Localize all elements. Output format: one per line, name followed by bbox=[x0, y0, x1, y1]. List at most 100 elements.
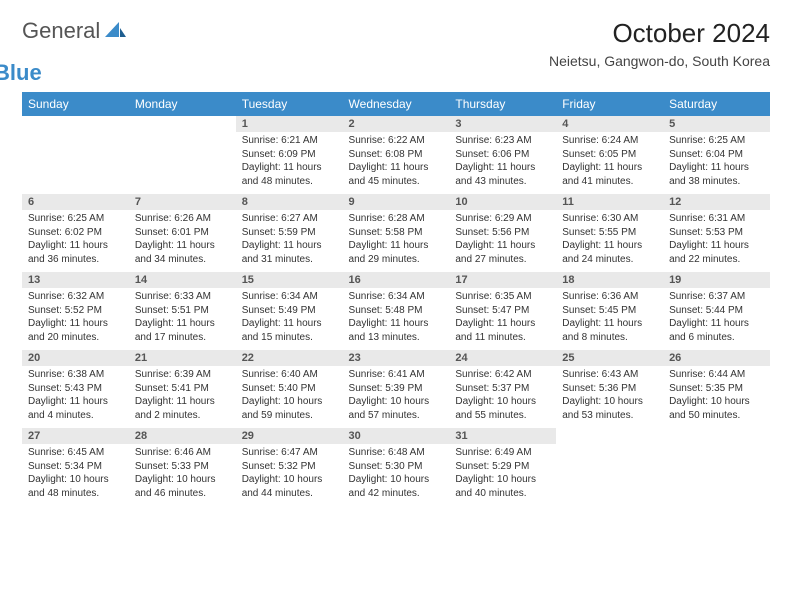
day-body-cell: Sunrise: 6:27 AMSunset: 5:59 PMDaylight:… bbox=[236, 210, 343, 272]
location-text: Neietsu, Gangwon-do, South Korea bbox=[549, 53, 770, 69]
day-sr: Sunrise: 6:27 AM bbox=[242, 212, 337, 226]
day-sr: Sunrise: 6:24 AM bbox=[562, 134, 657, 148]
day-d2: and 36 minutes. bbox=[28, 253, 123, 267]
day-d1: Daylight: 11 hours bbox=[455, 317, 550, 331]
day-d1: Daylight: 11 hours bbox=[562, 161, 657, 175]
day-sr: Sunrise: 6:46 AM bbox=[135, 446, 230, 460]
week-body-row: Sunrise: 6:21 AMSunset: 6:09 PM Daylight:… bbox=[22, 132, 770, 194]
day-body-cell: Sunrise: 6:25 AMSunset: 6:04 PMDaylight:… bbox=[663, 132, 770, 194]
day-number-cell: 1 bbox=[236, 116, 343, 132]
day-number-cell: 23 bbox=[343, 350, 450, 366]
week-body-row: Sunrise: 6:32 AMSunset: 5:52 PMDaylight:… bbox=[22, 288, 770, 350]
day-body-cell: Sunrise: 6:35 AMSunset: 5:47 PMDaylight:… bbox=[449, 288, 556, 350]
logo: General Blue bbox=[22, 18, 127, 86]
day-ss: Sunset: 5:51 PM bbox=[135, 304, 230, 318]
day-d1: Daylight: 10 hours bbox=[135, 473, 230, 487]
week-daynum-row: 2728293031 bbox=[22, 428, 770, 444]
day-number-cell: 16 bbox=[343, 272, 450, 288]
day-d2: and 6 minutes. bbox=[669, 331, 764, 345]
day-number-cell: 13 bbox=[22, 272, 129, 288]
day-ss: Sunset: 6:08 PM bbox=[349, 148, 444, 162]
day-body-cell: Sunrise: 6:44 AMSunset: 5:35 PMDaylight:… bbox=[663, 366, 770, 428]
day-d2: and 40 minutes. bbox=[455, 487, 550, 501]
week-daynum-row: 12345 bbox=[22, 116, 770, 132]
day-ss: Sunset: 5:32 PM bbox=[242, 460, 337, 474]
day-body-cell: Sunrise: 6:36 AMSunset: 5:45 PMDaylight:… bbox=[556, 288, 663, 350]
day-sr: Sunrise: 6:37 AM bbox=[669, 290, 764, 304]
day-ss: Sunset: 5:43 PM bbox=[28, 382, 123, 396]
day-number-cell: 7 bbox=[129, 194, 236, 210]
day-d1: Daylight: 11 hours bbox=[349, 317, 444, 331]
day-d2: and 15 minutes. bbox=[242, 331, 337, 345]
day-body-cell: Sunrise: 6:33 AMSunset: 5:51 PMDaylight:… bbox=[129, 288, 236, 350]
day-sr: Sunrise: 6:40 AM bbox=[242, 368, 337, 382]
day-sr: Sunrise: 6:43 AM bbox=[562, 368, 657, 382]
day-d1: Daylight: 11 hours bbox=[242, 239, 337, 253]
day-ss: Sunset: 5:29 PM bbox=[455, 460, 550, 474]
day-d1: Daylight: 11 hours bbox=[135, 239, 230, 253]
day-d2: and 2 minutes. bbox=[135, 409, 230, 423]
day-ss: Sunset: 6:04 PM bbox=[669, 148, 764, 162]
day-d1: Daylight: 11 hours bbox=[455, 239, 550, 253]
day-d2: and 41 minutes. bbox=[562, 175, 657, 189]
day-d2: and 45 minutes. bbox=[349, 175, 444, 189]
day-number-cell: 27 bbox=[22, 428, 129, 444]
day-sr: Sunrise: 6:30 AM bbox=[562, 212, 657, 226]
day-d2: and 17 minutes. bbox=[135, 331, 230, 345]
day-d2: and 31 minutes. bbox=[242, 253, 337, 267]
day-d2: and 48 minutes. bbox=[28, 487, 123, 501]
day-number-cell: 18 bbox=[556, 272, 663, 288]
day-number-cell: 20 bbox=[22, 350, 129, 366]
day-sr: Sunrise: 6:22 AM bbox=[349, 134, 444, 148]
week-body-row: Sunrise: 6:25 AMSunset: 6:02 PMDaylight:… bbox=[22, 210, 770, 272]
day-body-cell: Sunrise: 6:40 AMSunset: 5:40 PMDaylight:… bbox=[236, 366, 343, 428]
day-d1: Daylight: 10 hours bbox=[669, 395, 764, 409]
day-d1: Daylight: 10 hours bbox=[562, 395, 657, 409]
day-body-cell: Sunrise: 6:34 AMSunset: 5:48 PMDaylight:… bbox=[343, 288, 450, 350]
day-ss: Sunset: 5:33 PM bbox=[135, 460, 230, 474]
day-number-cell: 9 bbox=[343, 194, 450, 210]
week-daynum-row: 13141516171819 bbox=[22, 272, 770, 288]
day-ss: Sunset: 5:56 PM bbox=[455, 226, 550, 240]
day-sr: Sunrise: 6:45 AM bbox=[28, 446, 123, 460]
day-number-cell bbox=[663, 428, 770, 444]
day-body-cell: Sunrise: 6:30 AMSunset: 5:55 PMDaylight:… bbox=[556, 210, 663, 272]
day-d2: and 46 minutes. bbox=[135, 487, 230, 501]
day-number-cell: 30 bbox=[343, 428, 450, 444]
day-ss: Sunset: 6:09 PM bbox=[242, 148, 337, 162]
day-sr: Sunrise: 6:35 AM bbox=[455, 290, 550, 304]
day-number-cell: 5 bbox=[663, 116, 770, 132]
day-d2: and 20 minutes. bbox=[28, 331, 123, 345]
day-d2: and 11 minutes. bbox=[455, 331, 550, 345]
day-number-cell: 22 bbox=[236, 350, 343, 366]
day-d1: Daylight: 11 hours bbox=[242, 317, 337, 331]
day-number-cell: 2 bbox=[343, 116, 450, 132]
day-sr: Sunrise: 6:34 AM bbox=[242, 290, 337, 304]
day-number-cell: 24 bbox=[449, 350, 556, 366]
day-d2: and 38 minutes. bbox=[669, 175, 764, 189]
day-body-cell: Sunrise: 6:23 AMSunset: 6:06 PMDaylight:… bbox=[449, 132, 556, 194]
day-ss: Sunset: 5:40 PM bbox=[242, 382, 337, 396]
day-body-cell: Sunrise: 6:26 AMSunset: 6:01 PMDaylight:… bbox=[129, 210, 236, 272]
day-body-cell: Sunrise: 6:24 AMSunset: 6:05 PMDaylight:… bbox=[556, 132, 663, 194]
day-number-cell: 12 bbox=[663, 194, 770, 210]
day-d1: Daylight: 10 hours bbox=[455, 473, 550, 487]
day-sr: Sunrise: 6:28 AM bbox=[349, 212, 444, 226]
day-header: Sunday bbox=[22, 92, 129, 116]
day-d2: and 43 minutes. bbox=[455, 175, 550, 189]
day-ss: Sunset: 5:41 PM bbox=[135, 382, 230, 396]
day-sr: Sunrise: 6:21 AM bbox=[242, 134, 337, 148]
day-d2: and 59 minutes. bbox=[242, 409, 337, 423]
day-body-cell: Sunrise: 6:39 AMSunset: 5:41 PMDaylight:… bbox=[129, 366, 236, 428]
day-body-cell: Sunrise: 6:42 AMSunset: 5:37 PMDaylight:… bbox=[449, 366, 556, 428]
day-d1: Daylight: 11 hours bbox=[562, 239, 657, 253]
day-ss: Sunset: 5:45 PM bbox=[562, 304, 657, 318]
day-d2: and 34 minutes. bbox=[135, 253, 230, 267]
day-body-cell: Sunrise: 6:45 AMSunset: 5:34 PMDaylight:… bbox=[22, 444, 129, 506]
day-body-cell: Sunrise: 6:41 AMSunset: 5:39 PMDaylight:… bbox=[343, 366, 450, 428]
day-sr: Sunrise: 6:44 AM bbox=[669, 368, 764, 382]
logo-text-general: General bbox=[22, 18, 100, 43]
day-d1: Daylight: 11 hours bbox=[28, 239, 123, 253]
day-sr: Sunrise: 6:29 AM bbox=[455, 212, 550, 226]
day-d1: Daylight: 11 hours bbox=[455, 161, 550, 175]
